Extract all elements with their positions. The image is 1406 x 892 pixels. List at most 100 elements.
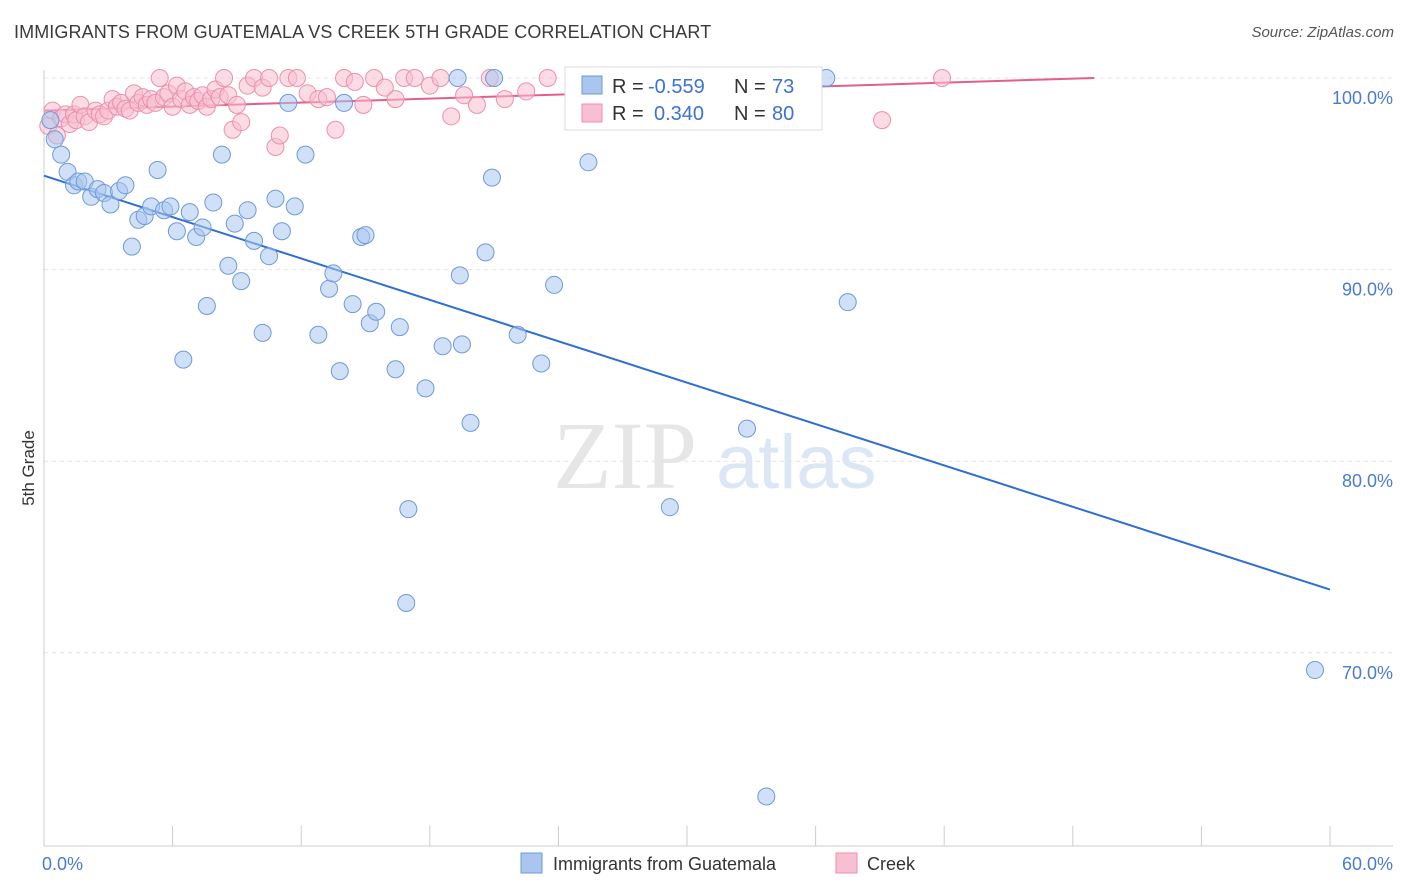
- guatemala-point-50: [386, 360, 405, 379]
- guatemala-point-41: [320, 279, 339, 298]
- x-tick-label-max: 60.0%: [1342, 854, 1393, 874]
- creek-point-69: [455, 86, 474, 105]
- guatemala-point-58: [450, 266, 469, 285]
- guatemala-point-19: [161, 197, 180, 216]
- y-tick-labels: 70.0% 80.0% 90.0% 100.0%: [1332, 88, 1393, 683]
- guatemala-point-36: [272, 222, 291, 241]
- guatemala-point-28: [219, 256, 238, 275]
- guatemala-point-71: [838, 293, 857, 312]
- guatemala-point-51: [390, 318, 409, 337]
- guatemala-point-32: [245, 231, 264, 250]
- creek-point-65: [405, 69, 424, 87]
- creek-point-67: [431, 69, 450, 87]
- guatemala-point-68: [738, 419, 757, 438]
- guatemala-point-12: [116, 176, 135, 195]
- guatemala-point-27: [212, 145, 231, 164]
- legend-swatch-guatemala: [520, 852, 543, 874]
- guatemala-point-35: [266, 189, 285, 208]
- legend-swatch-creek: [835, 852, 858, 874]
- guatemala-point-39: [296, 145, 315, 164]
- guatemala-point-65: [545, 275, 564, 294]
- y-tick-label-100: 100.0%: [1332, 88, 1393, 108]
- creek-point-51: [270, 126, 289, 145]
- creek-point-49: [260, 69, 279, 87]
- guatemala-point-42: [324, 264, 343, 283]
- guatemala-point-20: [167, 222, 186, 241]
- legend: Immigrants from Guatemala Creek: [520, 852, 916, 874]
- y-axis-title: 5th Grade: [19, 430, 38, 506]
- x-tick-label-min: 0.0%: [42, 854, 83, 874]
- guatemala-point-13: [122, 237, 141, 256]
- axes: [43, 70, 1393, 847]
- creek-point-57: [326, 120, 345, 139]
- stats-box: R = -0.559 N = 73 R = 0.340 N = 80: [564, 66, 823, 131]
- guatemala-point-34: [260, 247, 279, 266]
- guatemala-point-37: [279, 93, 298, 112]
- guatemala-point-1: [45, 130, 64, 149]
- guatemala-point-33: [253, 323, 272, 342]
- creek-point-45: [232, 113, 251, 132]
- watermark: ZIP atlas: [553, 402, 877, 509]
- guatemala-point-43: [330, 362, 349, 381]
- trend-line-guatemala: [43, 174, 1331, 591]
- creek-point-63: [386, 90, 405, 109]
- creek-point-53: [287, 69, 306, 87]
- guatemala-point-45: [343, 295, 362, 314]
- stats-r-value-pink: 0.340: [654, 103, 704, 125]
- y-gridlines: [44, 77, 1393, 654]
- guatemala-point-26: [204, 193, 223, 212]
- guatemala-point-2: [52, 145, 71, 164]
- creek-point-44: [227, 95, 246, 114]
- guatemala-point-17: [148, 160, 167, 179]
- guatemala-point-49: [367, 302, 386, 321]
- stats-n-value-blue: 73: [772, 76, 794, 98]
- guatemala-point-30: [232, 272, 251, 291]
- stats-r-label-pink: R =: [612, 103, 644, 125]
- creek-point-72: [495, 90, 514, 109]
- guatemala-point-67: [660, 498, 679, 517]
- legend-label-creek: Creek: [867, 854, 916, 874]
- guatemala-point-53: [399, 500, 418, 519]
- guatemala-point-57: [452, 335, 471, 354]
- guatemala-point-47: [356, 226, 375, 245]
- stats-swatch-pink: [581, 103, 603, 123]
- trend-lines: [43, 77, 1331, 591]
- creek-point-26: [150, 69, 169, 87]
- y-tick-label-90: 90.0%: [1342, 280, 1393, 300]
- guatemala-point-0: [41, 111, 60, 130]
- creek-point-59: [345, 72, 364, 91]
- creek-point-62: [375, 78, 394, 97]
- stats-n-label-pink: N =: [734, 103, 766, 125]
- guatemala-point-60: [476, 243, 495, 262]
- creek-point-73: [517, 82, 536, 101]
- guatemala-point-59: [461, 413, 480, 432]
- guatemala-point-54: [416, 379, 435, 398]
- guatemala-point-24: [193, 218, 212, 237]
- guatemala-point-63: [508, 325, 527, 344]
- guatemala-point-10: [101, 195, 120, 214]
- guatemala-point-40: [309, 325, 328, 344]
- stats-n-value-pink: 80: [772, 103, 794, 125]
- guatemala-point-69: [757, 787, 776, 806]
- y-tick-label-80: 80.0%: [1342, 471, 1393, 491]
- guatemala-point-29: [225, 214, 244, 233]
- stats-box-frame: [564, 66, 823, 131]
- creek-point-78: [873, 111, 892, 130]
- guatemala-point-21: [174, 350, 193, 369]
- stats-r-label-blue: R =: [612, 76, 644, 98]
- stats-r-value-blue: -0.559: [648, 76, 705, 98]
- guatemala-points: [41, 69, 1324, 806]
- guatemala-point-25: [197, 297, 216, 316]
- creek-point-74: [538, 69, 557, 87]
- guatemala-point-55: [433, 337, 452, 356]
- stats-swatch-blue: [581, 75, 603, 95]
- guatemala-point-72: [1305, 661, 1324, 680]
- creek-point-41: [215, 69, 234, 87]
- guatemala-point-52: [397, 593, 416, 612]
- y-tick-label-70: 70.0%: [1342, 663, 1393, 683]
- chart-title: IMMIGRANTS FROM GUATEMALA VS CREEK 5TH G…: [14, 22, 712, 42]
- stats-n-label-blue: N =: [734, 76, 766, 98]
- watermark-zip: ZIP: [553, 402, 697, 509]
- guatemala-point-44: [335, 93, 354, 112]
